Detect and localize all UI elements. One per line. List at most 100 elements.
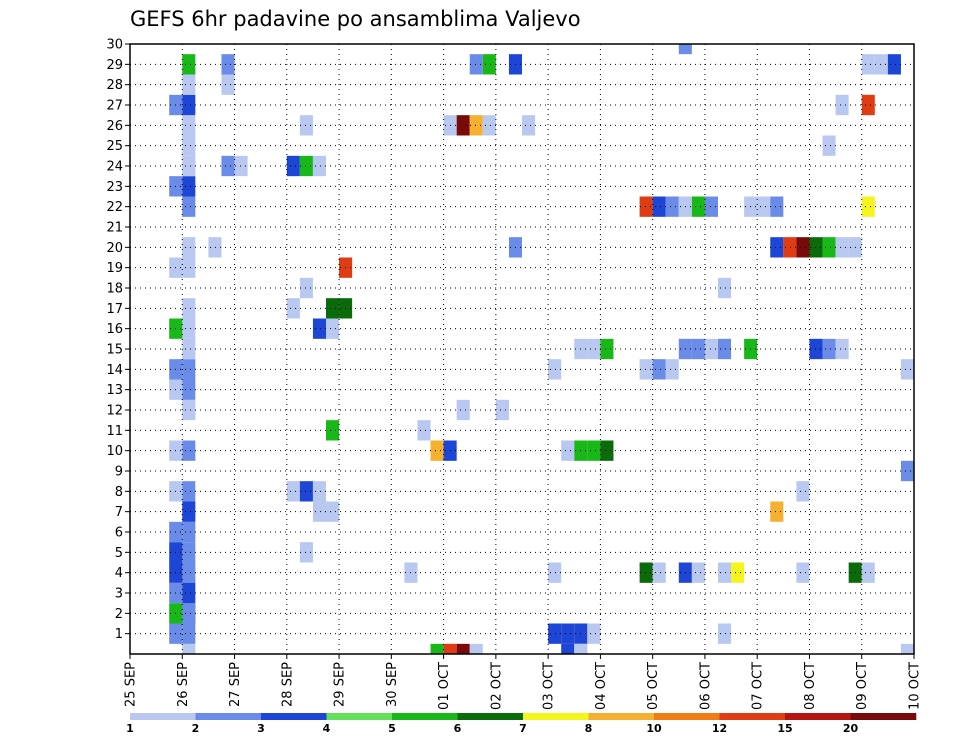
heat-cell xyxy=(443,643,457,654)
heat-cell xyxy=(639,359,653,380)
heat-cell xyxy=(182,399,196,421)
y-tick-label: 10 xyxy=(106,444,123,459)
colorbar-label: 4 xyxy=(323,722,331,735)
colorbar-swatch xyxy=(195,713,262,720)
heat-cell xyxy=(456,399,470,421)
heat-cell xyxy=(678,44,692,55)
x-tick-label: 30 SEP xyxy=(385,662,400,707)
heat-cell xyxy=(182,318,196,339)
heat-cell xyxy=(691,196,705,217)
heat-cell xyxy=(796,237,810,258)
y-tick-label: 26 xyxy=(106,119,123,134)
x-tick-label: 01 OCT xyxy=(437,662,452,710)
colorbar-swatch xyxy=(457,713,524,720)
heat-cell xyxy=(208,237,222,258)
heat-cell xyxy=(430,643,444,654)
y-tick-label: 5 xyxy=(115,546,123,561)
heat-cell xyxy=(469,115,483,136)
heat-cell xyxy=(600,338,614,360)
heat-cell xyxy=(312,155,326,177)
y-tick-label: 6 xyxy=(115,526,123,541)
heat-cell xyxy=(561,623,575,644)
heat-cell xyxy=(182,196,196,217)
y-tick-label: 22 xyxy=(106,200,123,215)
heat-cell xyxy=(469,54,483,75)
heat-cell xyxy=(326,501,340,522)
heat-cell xyxy=(286,298,300,319)
heat-cell xyxy=(757,196,771,217)
colorbar-label: 6 xyxy=(454,722,462,735)
x-tick-label: 02 OCT xyxy=(489,662,504,710)
y-tick-label: 3 xyxy=(115,587,123,602)
heat-cell xyxy=(718,338,732,360)
heat-cell xyxy=(548,359,562,380)
heat-cell xyxy=(182,440,196,461)
x-tick-label: 05 OCT xyxy=(646,662,661,710)
heat-cell xyxy=(182,359,196,380)
heat-cell xyxy=(430,440,444,461)
heat-cell xyxy=(182,257,196,278)
heat-cell xyxy=(182,155,196,177)
heat-cell xyxy=(691,338,705,360)
chart-title: GEFS 6hr padavine po ansamblima Valjevo xyxy=(130,7,581,31)
x-tick-label: 26 SEP xyxy=(176,662,191,707)
heat-cell xyxy=(495,399,509,421)
colorbar-swatch xyxy=(654,713,720,720)
y-tick-label: 30 xyxy=(106,38,123,53)
heat-cell xyxy=(312,481,326,502)
heat-cell xyxy=(299,155,313,177)
heat-cell xyxy=(587,623,601,644)
y-tick-label: 25 xyxy=(106,139,123,154)
y-axis: 1234567891011121314151617181920212223242… xyxy=(106,38,130,642)
heat-cell xyxy=(809,237,823,258)
heat-cell xyxy=(704,196,718,217)
heat-cell xyxy=(221,54,235,75)
heat-cell xyxy=(718,277,732,299)
y-tick-label: 21 xyxy=(106,221,123,236)
x-tick-label: 03 OCT xyxy=(542,662,557,710)
heat-cell xyxy=(561,643,575,654)
heat-cell xyxy=(286,155,300,177)
x-tick-label: 08 OCT xyxy=(803,662,818,710)
heat-cell xyxy=(182,115,196,136)
heat-cell xyxy=(326,420,340,441)
heat-cell xyxy=(652,359,666,380)
colorbar-swatch xyxy=(392,713,458,720)
y-tick-label: 23 xyxy=(106,180,123,195)
heat-cell xyxy=(900,359,914,380)
heat-cell xyxy=(182,74,196,95)
heat-cell xyxy=(182,501,196,522)
colorbar-label: 3 xyxy=(257,722,265,735)
y-tick-label: 2 xyxy=(115,607,123,622)
y-tick-label: 24 xyxy=(106,160,123,175)
heat-cell xyxy=(182,176,196,197)
heat-cell xyxy=(182,521,196,543)
heat-cell xyxy=(822,135,836,156)
heat-cell xyxy=(182,582,196,604)
heat-cell xyxy=(900,643,914,654)
heat-cell xyxy=(691,562,705,583)
heat-cell xyxy=(796,562,810,583)
heat-cell xyxy=(770,501,784,522)
heat-cell xyxy=(299,277,313,299)
heat-cell xyxy=(182,481,196,502)
colorbar-swatch xyxy=(588,713,655,720)
heat-cell xyxy=(796,481,810,502)
heat-cell xyxy=(718,623,732,644)
colorbar-swatch xyxy=(785,713,851,720)
heat-cell xyxy=(182,562,196,583)
heat-cell xyxy=(561,440,575,461)
heat-cell xyxy=(770,237,784,258)
heat-cell xyxy=(704,338,718,360)
heat-cell xyxy=(182,94,196,116)
heat-cell xyxy=(770,196,784,217)
heat-cell xyxy=(861,196,875,217)
y-tick-label: 13 xyxy=(106,383,123,398)
heat-cell xyxy=(874,54,888,75)
heat-cell xyxy=(482,115,496,136)
y-tick-label: 19 xyxy=(106,261,123,276)
heat-cell xyxy=(182,135,196,156)
x-tick-label: 27 SEP xyxy=(228,662,243,707)
colorbar-swatch xyxy=(523,713,589,720)
x-tick-label: 28 SEP xyxy=(280,662,295,707)
